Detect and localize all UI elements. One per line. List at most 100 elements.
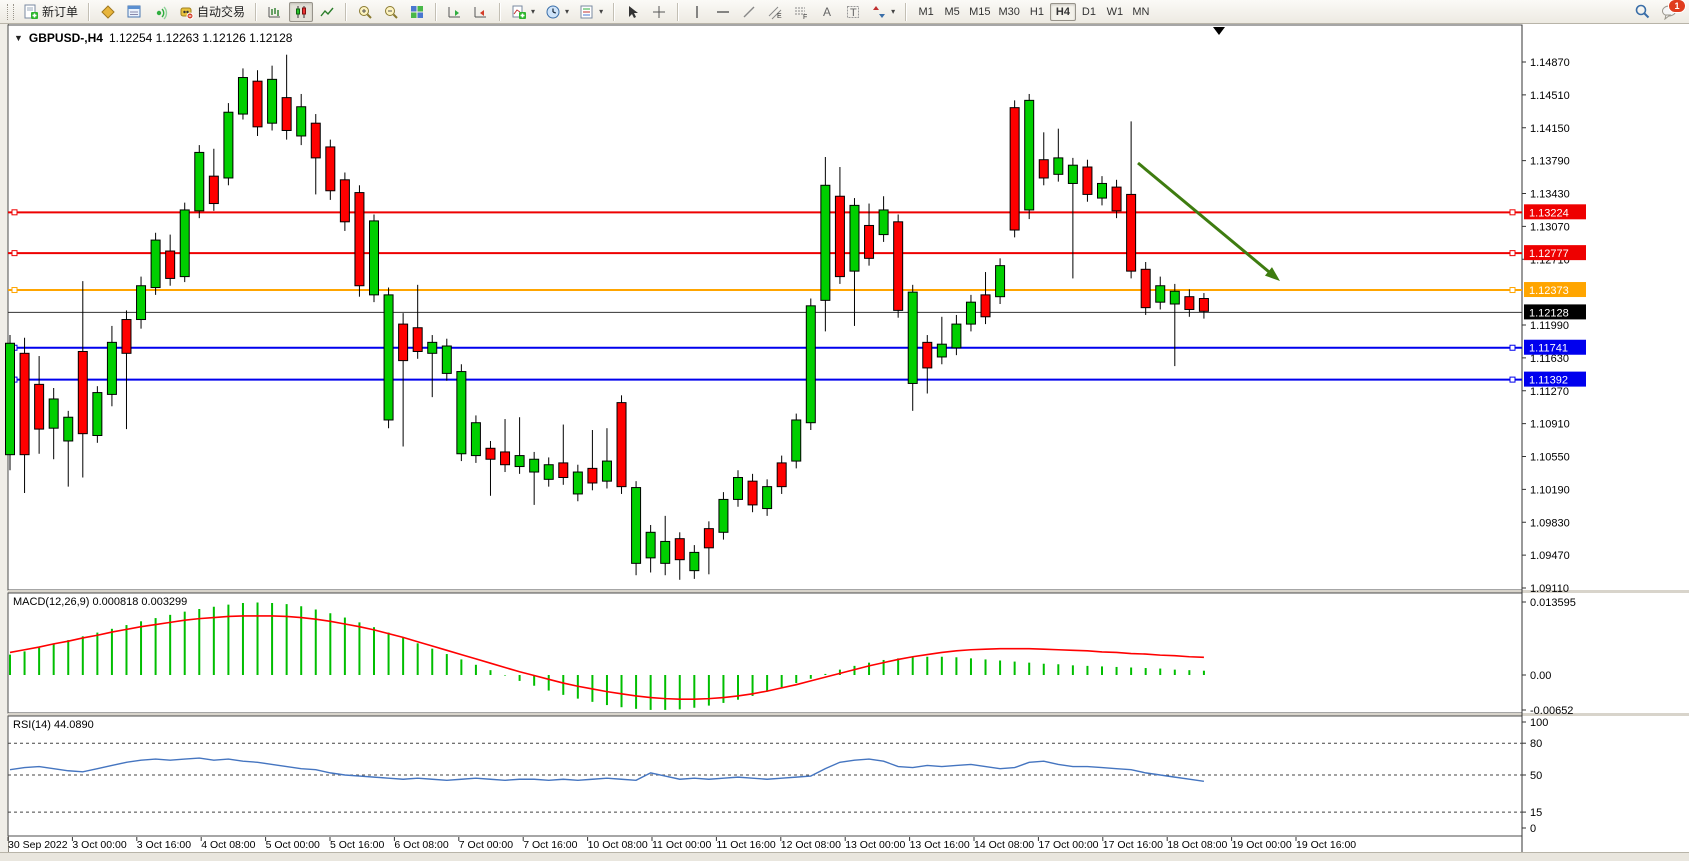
svg-text:1.14870: 1.14870: [1530, 57, 1570, 69]
trend-arrow-annotation[interactable]: [1137, 161, 1280, 281]
timeframe-button-m30[interactable]: M30: [995, 3, 1024, 21]
signals-button[interactable]: [148, 2, 172, 22]
svg-text:1.12128: 1.12128: [1529, 307, 1569, 319]
svg-text:1.10550: 1.10550: [1530, 452, 1570, 464]
timeframe-button-h1[interactable]: H1: [1024, 3, 1050, 21]
svg-text:30 Sep 2022: 30 Sep 2022: [8, 839, 68, 851]
horizontal-line-tool-button[interactable]: [711, 2, 735, 22]
arrows-tool-button[interactable]: ▾: [867, 2, 899, 22]
rsi-pane: [7, 715, 1523, 837]
svg-text:50: 50: [1530, 770, 1542, 782]
macd-indicator: 0.013595 0.00 -0.00652: [9, 597, 1576, 717]
dropdown-caret: ▾: [891, 7, 896, 16]
templates-button[interactable]: ▾: [575, 2, 607, 22]
signals-icon: [156, 6, 168, 19]
svg-text:1.14150: 1.14150: [1530, 123, 1570, 135]
svg-text:1.10910: 1.10910: [1530, 419, 1570, 431]
fibonacci-tool-button[interactable]: F: [789, 2, 813, 22]
candlestick-chart-button[interactable]: [289, 1, 314, 22]
metaquotes-button[interactable]: [96, 2, 120, 22]
dropdown-caret: ▾: [531, 7, 536, 16]
svg-text:-0.00652: -0.00652: [1530, 705, 1573, 717]
svg-text:18 Oct 08:00: 18 Oct 08:00: [1167, 839, 1227, 851]
auto-scroll-button[interactable]: [443, 2, 467, 22]
svg-text:1.13070: 1.13070: [1530, 221, 1570, 233]
periodicity-icon: [546, 5, 560, 18]
zoom-out-icon: [385, 5, 398, 19]
status-strip: [0, 852, 1689, 861]
autotrading-label: 自动交易: [197, 5, 246, 19]
separator: [905, 2, 908, 21]
timeframe-button-w1[interactable]: W1: [1102, 3, 1128, 21]
svg-text:1.09830: 1.09830: [1530, 517, 1570, 529]
zoom-in-icon: [359, 5, 372, 19]
text-tool-button[interactable]: A: [815, 2, 839, 22]
equidistant-channel-tool-button[interactable]: E: [763, 2, 787, 22]
separator: [499, 2, 502, 21]
chart-shift-button[interactable]: [469, 2, 493, 22]
svg-text:11 Oct 16:00: 11 Oct 16:00: [716, 839, 776, 851]
trendline-tool-button[interactable]: [737, 2, 761, 22]
horizontal-levels[interactable]: [8, 209, 1522, 383]
bar-chart-button[interactable]: [263, 2, 287, 22]
metaquotes-icon: [101, 4, 115, 19]
timeframe-group: M1 M5 M15 M30 H1 H4 D1 W1 MN: [913, 2, 1154, 21]
svg-text:1.14510: 1.14510: [1530, 90, 1570, 102]
svg-text:0.013595: 0.013595: [1530, 597, 1576, 609]
main-toolbar: 新订单: [0, 0, 1689, 24]
svg-text:5 Oct 00:00: 5 Oct 00:00: [266, 839, 320, 851]
chart-collapse-icon[interactable]: ▼: [14, 33, 23, 43]
svg-text:1.13224: 1.13224: [1529, 207, 1569, 219]
text-label-icon: T: [847, 5, 860, 19]
svg-text:10 Oct 08:00: 10 Oct 08:00: [588, 839, 648, 851]
equidistant-channel-icon: E: [768, 6, 782, 20]
search-button[interactable]: [1630, 2, 1655, 22]
dropdown-caret: ▾: [565, 7, 570, 16]
periodicity-button[interactable]: ▾: [541, 2, 573, 22]
svg-text:3 Oct 16:00: 3 Oct 16:00: [137, 839, 191, 851]
text-label-tool-button[interactable]: T: [841, 2, 865, 22]
new-order-label: 新订单: [42, 5, 79, 19]
notifications-button[interactable]: 1: [1661, 0, 1686, 20]
cursor-tool-button[interactable]: [621, 2, 645, 22]
text-icon: A: [823, 5, 831, 19]
svg-text:6 Oct 08:00: 6 Oct 08:00: [394, 839, 448, 851]
svg-text:7 Oct 00:00: 7 Oct 00:00: [459, 839, 513, 851]
market-watch-icon: [127, 5, 141, 17]
vertical-line-tool-button[interactable]: [685, 2, 709, 22]
timeframe-button-mn[interactable]: MN: [1128, 3, 1154, 21]
zoom-out-button[interactable]: [379, 2, 403, 22]
svg-text:19 Oct 16:00: 19 Oct 16:00: [1296, 839, 1356, 851]
timeframe-button-d1[interactable]: D1: [1076, 3, 1102, 21]
svg-text:13 Oct 00:00: 13 Oct 00:00: [845, 839, 905, 851]
search-icon: [1635, 4, 1650, 19]
trendline-icon: [743, 6, 755, 17]
new-order-button[interactable]: 新订单: [19, 2, 82, 22]
auto-scroll-icon: [448, 6, 461, 17]
price-axis: 1.14870 1.14510 1.14150 1.13790 1.13430 1.130…: [1522, 57, 1570, 595]
timeframe-button-h4[interactable]: H4: [1049, 2, 1076, 21]
timeframe-button-m1[interactable]: M1: [913, 3, 939, 21]
rsi-axis: 100 80 50 15 0: [1522, 717, 1548, 835]
svg-text:T: T: [850, 7, 857, 19]
autotrading-button[interactable]: 自动交易: [174, 2, 249, 22]
horizontal-line-icon: [717, 10, 730, 13]
market-watch-button[interactable]: [122, 2, 146, 22]
svg-text:1.11741: 1.11741: [1529, 343, 1568, 355]
timeframe-button-m15[interactable]: M15: [965, 3, 994, 21]
chart-shift-icon: [474, 6, 487, 17]
svg-text:1.09470: 1.09470: [1530, 550, 1570, 562]
svg-text:1.12777: 1.12777: [1529, 248, 1569, 260]
svg-text:14 Oct 08:00: 14 Oct 08:00: [974, 839, 1034, 851]
timeframe-button-m5[interactable]: M5: [939, 3, 965, 21]
toolbar-grip[interactable]: [7, 3, 14, 20]
svg-text:1.11990: 1.11990: [1530, 320, 1569, 332]
zoom-in-button[interactable]: [353, 2, 377, 22]
line-chart-button[interactable]: [315, 2, 339, 22]
svg-text:17 Oct 00:00: 17 Oct 00:00: [1038, 839, 1098, 851]
rsi-indicator: 100 80 50 15 0: [8, 717, 1548, 835]
indicators-button[interactable]: ▾: [507, 2, 539, 22]
crosshair-tool-button[interactable]: [647, 2, 671, 22]
tile-windows-button[interactable]: [405, 2, 429, 22]
